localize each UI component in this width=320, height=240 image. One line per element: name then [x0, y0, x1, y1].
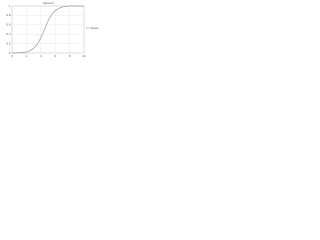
page: {"chart_data": {"type": "line", "title":…	[0, 0, 100, 62]
y-tick-label: 0.4	[6, 32, 11, 36]
x-tick-label: 6	[54, 54, 56, 58]
y-tick-label: 1	[9, 4, 11, 8]
y-tick-label: 0	[9, 51, 11, 55]
plot-frame	[11, 5, 85, 54]
y-tick-label: 0.6	[6, 23, 11, 27]
x-tick-label: 2	[26, 54, 28, 58]
legend-label: Series	[90, 26, 99, 30]
y-tick-label: 0.8	[6, 13, 11, 17]
x-tick-label: 4	[40, 54, 42, 58]
x-tick-label: 10	[82, 54, 86, 58]
line	[12, 5, 84, 54]
x-tick-label: 8	[69, 54, 71, 58]
chart-title: Sigmoid	[43, 1, 54, 5]
y-tick-label: 0.2	[6, 41, 11, 45]
x-tick-label: 0	[11, 54, 13, 58]
